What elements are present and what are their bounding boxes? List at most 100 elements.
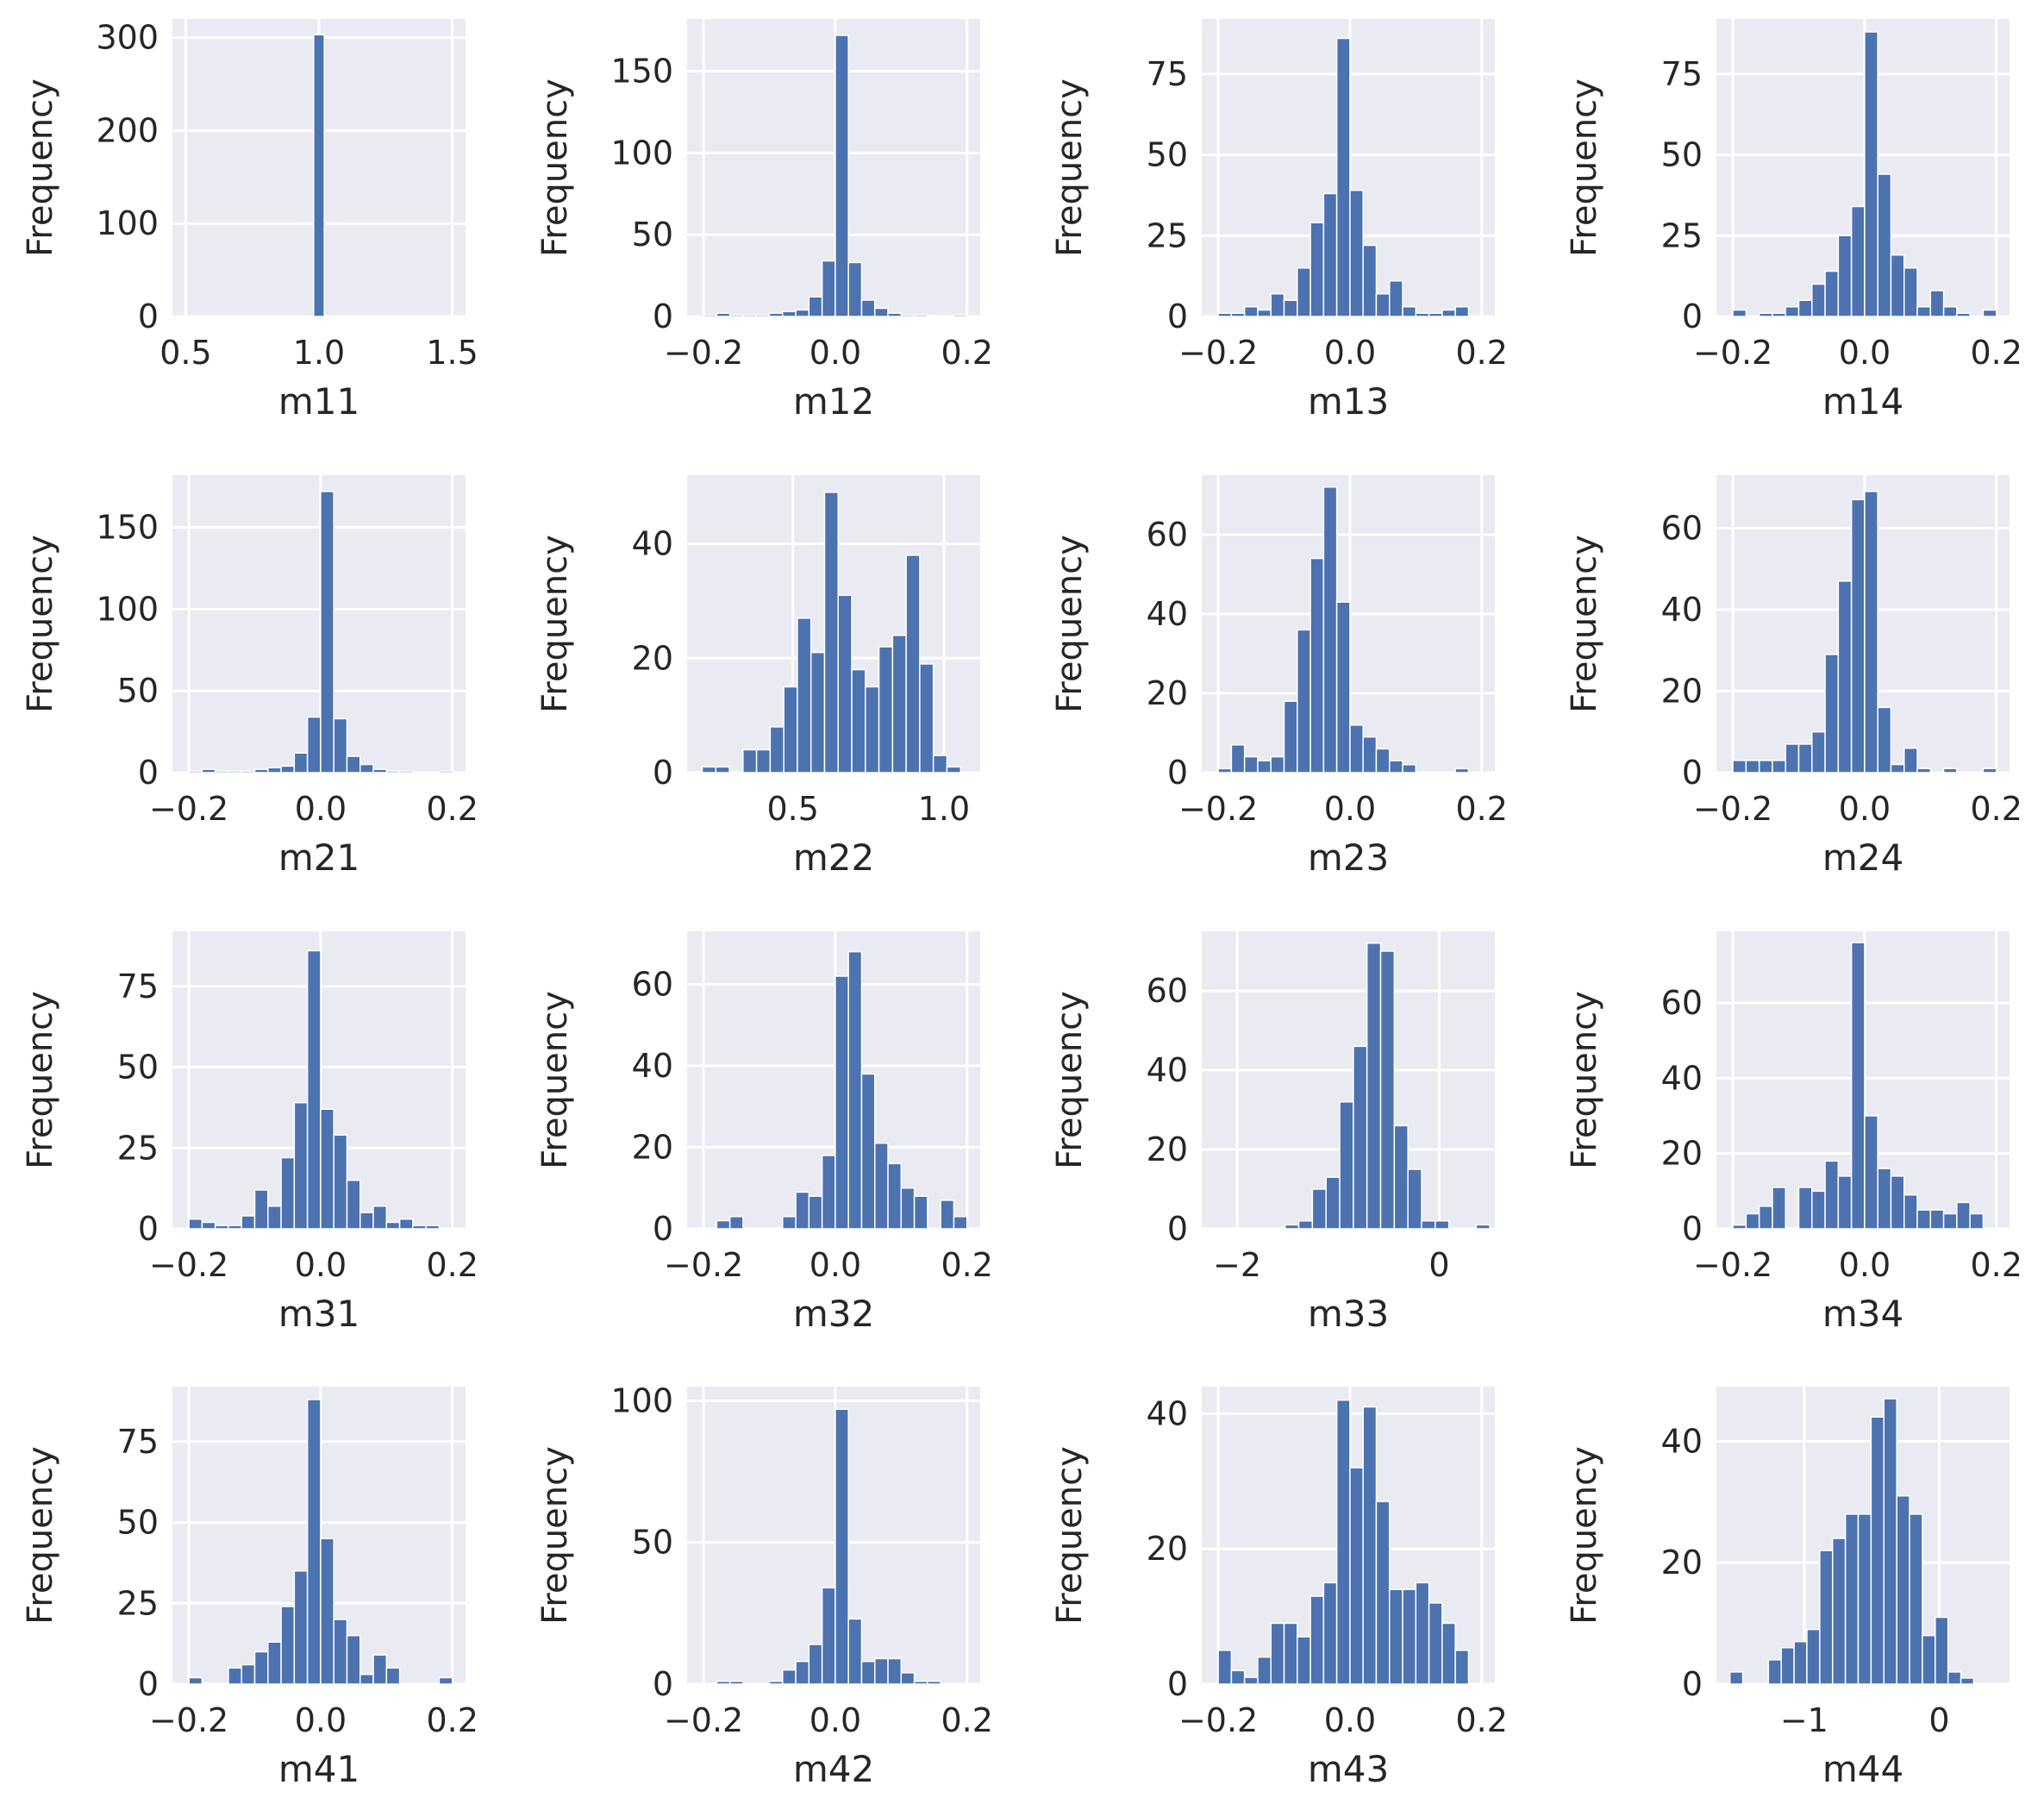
histogram-bar [1942,1212,1958,1230]
y-tick-label: 40 [1661,1059,1703,1097]
histogram-bar [228,1667,242,1685]
histogram-bar [1283,1622,1298,1685]
x-axis-label: m43 [1308,1748,1389,1790]
y-tick-label: 60 [1661,984,1703,1022]
x-tick-label: 0.2 [941,1701,993,1739]
histogram-bar [1335,601,1351,773]
histogram-bar [1349,724,1364,773]
histogram-bar [1745,760,1760,773]
y-tick-label: 50 [632,216,673,254]
histogram-bar [1454,767,1470,773]
histogram-bar [900,1672,916,1685]
y-tick-label: 0 [1682,1665,1703,1703]
histogram-bar [1402,764,1417,773]
y-tick-label: 20 [632,1128,673,1166]
histogram-bar [1311,1188,1327,1230]
histogram-bar [1785,306,1800,317]
histogram-bar [267,1641,282,1685]
histogram-bar [808,1644,823,1685]
y-tick-label: 0 [138,1665,159,1703]
y-axis-label: Frequency [535,535,575,713]
histogram-bar [874,307,889,317]
x-tick-label: 0.2 [427,790,478,828]
x-axis-label: m11 [278,380,359,423]
histogram-bar [1850,205,1866,317]
histogram-m34: 0 20 40 60 −0.2 0.0 0.2 m34 Frequency [1565,931,2022,1335]
x-tick-label: −0.2 [1178,334,1258,372]
histogram-bar [241,1215,256,1230]
histogram-bar [1310,222,1325,317]
histogram-bar [1257,760,1272,773]
histogram-bar [821,260,836,317]
histogram-bar [1772,1187,1786,1230]
histogram-bar [1428,1602,1443,1685]
y-tick-label: 150 [96,509,159,547]
x-axis-label: m32 [793,1293,874,1335]
histogram-bar [1362,1406,1378,1685]
x-tick-label: 0.0 [295,1246,347,1284]
histogram-bar [795,309,810,317]
histogram-bar [768,312,784,317]
histogram-bar [1772,760,1786,773]
y-tick-label: 50 [117,672,159,710]
histogram-bar [1322,486,1338,773]
histogram-bar [372,1206,388,1230]
y-axis-label: Frequency [21,78,60,257]
x-tick-label: 0.2 [941,334,993,372]
y-tick-label: 40 [632,525,673,563]
histogram-bar [782,1669,797,1685]
x-tick-label: −0.2 [664,1701,743,1739]
histogram-bar [847,261,863,317]
y-tick-label: 0 [1167,1665,1188,1703]
histogram-bar [1956,312,1971,317]
y-tick-label: 20 [1147,674,1188,712]
x-axis-label: m22 [793,836,874,879]
histogram-bar [1407,1168,1422,1230]
histogram-bar [860,1073,876,1230]
y-tick-label: 0 [1682,754,1703,792]
y-tick-label: 0 [653,754,673,792]
histogram-bar [1942,306,1958,317]
y-axis-label: Frequency [1565,1446,1604,1625]
y-axis-label: Frequency [1050,1446,1090,1625]
histogram-bar [1284,1224,1300,1230]
histogram-bar [797,617,812,773]
histogram-bar [1947,1671,1962,1685]
histogram-bar [809,651,826,773]
y-axis-label: Frequency [1050,991,1090,1169]
x-tick-label: 0.2 [427,1246,478,1284]
x-tick-label: 0.0 [1324,1701,1376,1739]
y-axis-label: Frequency [1050,78,1090,257]
histogram-bar [891,635,907,773]
histogram-bar [320,1108,334,1230]
y-tick-label: 100 [96,590,159,628]
y-tick-label: 75 [117,1423,159,1461]
x-axis-label: m13 [1308,380,1389,423]
histogram-bar [808,1195,823,1230]
y-tick-label: 0 [138,297,159,335]
y-tick-label: 50 [632,1524,673,1562]
histogram-bar [359,1674,374,1685]
histogram-bar [932,755,948,773]
histogram-bar [1797,299,1813,317]
x-tick-label: 0.0 [295,1701,347,1739]
histogram-bar [795,1191,810,1230]
histogram-bar [1837,1175,1853,1230]
histogram-bar [703,314,718,317]
histogram-bar [742,314,757,317]
y-axis-label: Frequency [1565,991,1604,1169]
y-tick-label: 40 [1661,591,1703,629]
histogram-bar [755,314,771,317]
x-tick-label: −0.2 [1178,1701,1258,1739]
x-tick-label: −0.2 [1693,334,1772,372]
histogram-bar [1877,173,1892,317]
histogram-bar [1270,755,1285,773]
y-axis-label: Frequency [535,1446,575,1625]
histogram-bar [1362,244,1378,317]
x-tick-label: −1 [1780,1701,1828,1739]
y-tick-label: 20 [1661,672,1703,710]
histogram-bar [1909,1513,1923,1685]
histogram-bar [716,1219,731,1230]
x-tick-label: 0.0 [1324,790,1376,828]
histogram-bar [398,770,414,773]
